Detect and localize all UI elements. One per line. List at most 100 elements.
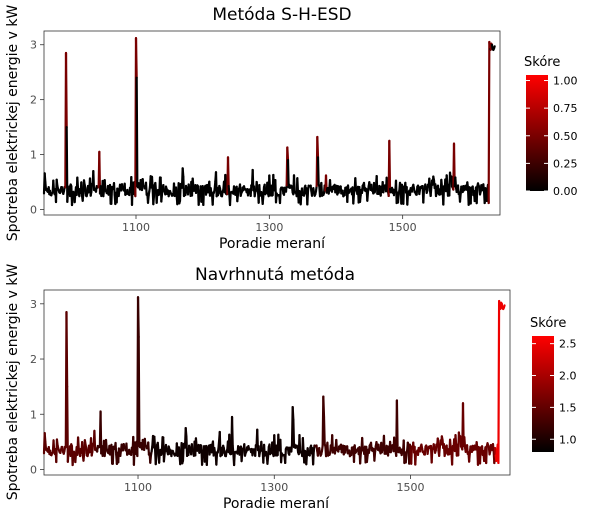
series-segment — [104, 438, 108, 451]
y-axis: 0 1 2 3 — [30, 298, 44, 476]
series-segment — [232, 451, 236, 467]
series-segment — [205, 446, 209, 467]
x-axis-title: Poradie meraní — [219, 236, 326, 252]
series-segment — [385, 176, 389, 188]
series-segment — [316, 135, 320, 159]
series-segment — [497, 299, 501, 465]
series-segment — [360, 184, 364, 195]
series-segment — [448, 438, 452, 449]
series-segment — [81, 192, 85, 202]
series-segment — [402, 185, 406, 205]
series-segment — [141, 177, 145, 187]
series-segment — [136, 296, 140, 339]
series-segment — [114, 441, 118, 456]
series-segment — [286, 146, 290, 162]
chart-shs-esd: Metóda S-H-ESD 0 1 2 3 1100 1300 1500 Poradie… — [5, 5, 578, 252]
x-axis: 1100 1300 1500 — [124, 475, 425, 494]
series-segment — [179, 452, 183, 466]
series-segment — [255, 180, 259, 191]
series-segment — [318, 188, 322, 198]
legend-tick-label: 0.50 — [553, 130, 578, 143]
series-segment — [137, 335, 141, 448]
y-tick-label: 3 — [30, 298, 37, 311]
series-segment — [226, 156, 230, 188]
series-segment — [301, 436, 305, 454]
series-segment — [146, 194, 150, 204]
series-segment — [286, 158, 290, 189]
series-segment — [428, 177, 432, 192]
series-segment — [134, 37, 138, 79]
y-tick-label: 2 — [30, 94, 37, 107]
legend-tick-label: 1.00 — [553, 75, 578, 88]
series-segment — [266, 454, 270, 465]
series-segment — [393, 436, 396, 448]
series-segment — [65, 126, 69, 203]
series-segment — [273, 434, 277, 451]
series-segment — [429, 185, 433, 198]
series-segment — [181, 442, 185, 462]
series-segment — [191, 177, 195, 188]
series-segment — [52, 179, 56, 193]
series-segment — [92, 170, 96, 192]
series-segment — [160, 192, 164, 203]
series-segment — [215, 451, 219, 466]
series-segment — [66, 385, 69, 463]
series-segment — [125, 442, 129, 456]
series-segment — [458, 192, 462, 203]
series-segment — [358, 194, 362, 204]
series-segment — [395, 399, 399, 450]
x-tick-label: 1300 — [255, 221, 283, 234]
series-segment — [284, 447, 287, 465]
series-segment — [154, 181, 158, 193]
legend-colorbar — [532, 336, 554, 452]
chart-title: Metóda S-H-ESD — [212, 5, 351, 25]
series-segment — [240, 452, 244, 463]
series-segment — [228, 433, 232, 455]
series-segment — [292, 418, 296, 449]
series-segment — [414, 451, 418, 466]
series-segment — [43, 172, 47, 184]
series-segment — [93, 429, 97, 451]
series-segment — [366, 190, 370, 202]
series-segment — [103, 179, 107, 191]
series-segment — [322, 415, 326, 446]
series-segment — [299, 192, 303, 206]
series-segment — [260, 440, 264, 451]
series-segment — [181, 167, 185, 178]
series-segment — [135, 76, 139, 188]
y-tick-label: 3 — [30, 39, 37, 52]
series-segment — [352, 192, 356, 205]
series-segment — [156, 441, 160, 453]
series-segment — [430, 447, 434, 464]
legend-tick-label: 1.0 — [559, 433, 577, 446]
y-tick-label: 0 — [30, 204, 37, 217]
series-segment — [184, 426, 188, 438]
series-segment — [454, 434, 458, 447]
series-segment — [278, 188, 282, 205]
series-segment — [150, 175, 154, 191]
series-segment — [367, 444, 371, 454]
series-segment — [80, 181, 84, 197]
series-lines — [42, 37, 496, 207]
series-segment — [71, 453, 75, 467]
x-tick-label: 1500 — [389, 221, 417, 234]
series-segment — [43, 432, 47, 444]
series-segment — [492, 45, 496, 50]
series-segment — [298, 434, 302, 453]
series-segment — [459, 435, 463, 448]
series-segment — [176, 192, 180, 206]
series-segment — [178, 183, 182, 203]
series-segment — [174, 186, 178, 198]
series-segment — [306, 189, 310, 206]
series-segment — [230, 415, 234, 447]
series-segment — [154, 454, 158, 466]
series-segment — [84, 186, 88, 197]
series-segment — [396, 193, 400, 204]
series-segment — [422, 187, 426, 204]
color-legend: Skóre 0.00 0.25 0.50 0.75 1.00 — [524, 55, 578, 198]
y-axis-title: Spotreba elektrickej energie v kW — [5, 5, 21, 242]
series-segment — [365, 454, 369, 463]
series-segment — [268, 174, 272, 191]
series-segment — [388, 139, 392, 191]
